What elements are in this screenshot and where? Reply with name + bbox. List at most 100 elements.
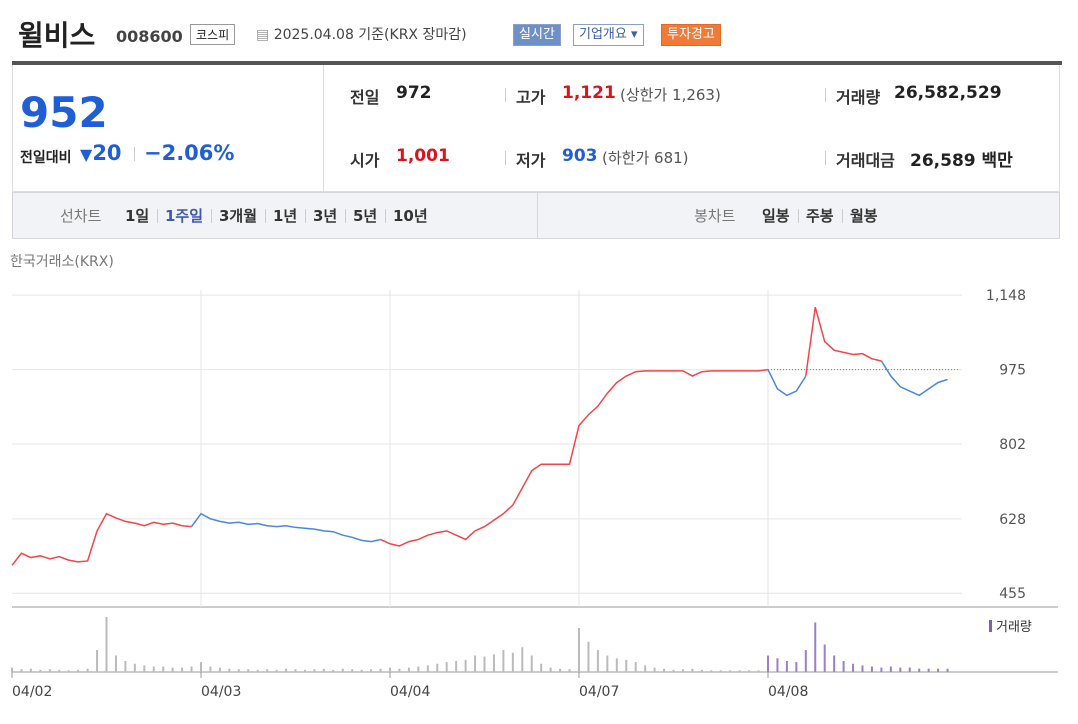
sep — [265, 209, 266, 223]
volume-bar — [785, 661, 788, 672]
stock-code: 008600 — [116, 27, 183, 46]
sep — [505, 151, 506, 165]
tab[interactable]: 10년 — [393, 207, 428, 225]
volume-bar — [483, 656, 486, 672]
volume-bar — [407, 667, 410, 672]
x-tick-label: 04/04 — [390, 684, 430, 700]
tab[interactable]: 1주일 — [165, 207, 204, 225]
volume-bar — [814, 622, 817, 672]
volume-bar — [417, 666, 420, 672]
tab-label: 봉차트 — [694, 207, 736, 225]
top-rule — [12, 61, 1062, 65]
volume-bar — [218, 667, 221, 672]
volume-bar — [889, 666, 892, 672]
volume-bar — [455, 661, 458, 672]
volume-bar — [823, 644, 826, 672]
volume-bar — [767, 655, 769, 672]
tab[interactable]: 3년 — [313, 207, 338, 225]
volume-bar — [294, 669, 297, 672]
volume-bar — [464, 659, 467, 672]
quote-box — [12, 65, 1060, 192]
volume-bar — [918, 668, 921, 672]
tab[interactable]: 3개월 — [219, 207, 258, 225]
tab[interactable]: 일봉 — [762, 207, 790, 225]
volume-bar — [266, 669, 269, 672]
volume-bar — [795, 662, 798, 672]
volume-bar — [738, 670, 741, 672]
volume-bar — [804, 650, 807, 672]
change-pct: −2.06% — [144, 141, 235, 165]
volume-bar — [181, 667, 184, 672]
volume-bar — [710, 670, 713, 672]
volume-bar — [445, 662, 448, 672]
sep — [157, 209, 158, 223]
market-badge: 코스피 — [190, 24, 236, 45]
volume-bar — [502, 650, 505, 672]
y-tick-label: 802 — [999, 437, 1026, 453]
volume-bar — [360, 669, 363, 672]
sep — [345, 209, 346, 223]
volume-bar — [237, 669, 240, 672]
quote-value: 1,121 — [562, 83, 616, 103]
warning-badge: 투자경고 — [661, 24, 721, 46]
volume-bar — [398, 668, 401, 672]
divider — [537, 193, 538, 238]
sep — [505, 88, 506, 102]
volume-bar — [653, 667, 656, 672]
volume-bar — [351, 669, 354, 672]
stock-name: 윌비스 — [18, 19, 96, 52]
tab[interactable]: 1년 — [273, 207, 298, 225]
volume-bar — [748, 670, 751, 672]
volume-bar — [549, 667, 552, 672]
change-label: 전일대비 — [20, 150, 72, 166]
quote-value: 903 — [562, 146, 598, 166]
volume-bar — [332, 669, 335, 672]
volume-bar — [776, 658, 779, 672]
volume-bar — [67, 670, 70, 672]
volume-bar — [568, 669, 571, 672]
volume-bar — [899, 667, 902, 672]
volume-bar — [322, 668, 325, 672]
volume-bar — [861, 665, 864, 672]
source: 한국거래소(KRX) — [10, 254, 114, 270]
volume-bar — [615, 658, 618, 672]
tab[interactable]: 1일 — [125, 207, 150, 225]
volume-bar — [341, 668, 344, 672]
price-line — [880, 360, 948, 397]
sep — [825, 88, 826, 102]
x-tick-label: 04/08 — [768, 684, 808, 700]
volume-bar — [105, 617, 108, 672]
volume-bar — [152, 666, 155, 672]
divider — [323, 65, 324, 192]
quote-note: (상한가 1,263) — [620, 86, 721, 104]
volume-bar — [370, 669, 373, 672]
volume-bar — [313, 669, 316, 672]
volume-bar — [29, 668, 32, 672]
change-value: 20 — [92, 141, 122, 165]
quote-label: 거래량 — [836, 88, 881, 107]
tab[interactable]: 5년 — [353, 207, 378, 225]
volume-bar — [578, 628, 580, 672]
price: 952 — [20, 88, 108, 137]
volume-bar — [162, 666, 165, 672]
volume-bar — [11, 667, 13, 672]
realtime-button[interactable]: 실시간 — [513, 24, 561, 46]
sep — [211, 209, 212, 223]
volume-bar — [492, 654, 495, 672]
tab[interactable]: 주봉 — [806, 207, 834, 225]
company-button[interactable]: 기업개요 ▾ — [573, 24, 644, 46]
volume-bar — [559, 668, 562, 672]
tab[interactable]: 월봉 — [850, 207, 878, 225]
y-tick-label: 628 — [999, 512, 1026, 528]
quote-note: (하한가 681) — [602, 149, 689, 167]
volume-bar — [228, 668, 231, 672]
volume-bar — [143, 665, 146, 672]
volume-bar — [20, 669, 23, 672]
volume-bar — [672, 669, 675, 672]
y-tick-label: 455 — [999, 586, 1026, 602]
volume-bar — [625, 659, 628, 672]
x-tick-label: 04/03 — [201, 684, 241, 700]
volume-bar — [209, 666, 212, 672]
volume-bar — [927, 668, 930, 672]
